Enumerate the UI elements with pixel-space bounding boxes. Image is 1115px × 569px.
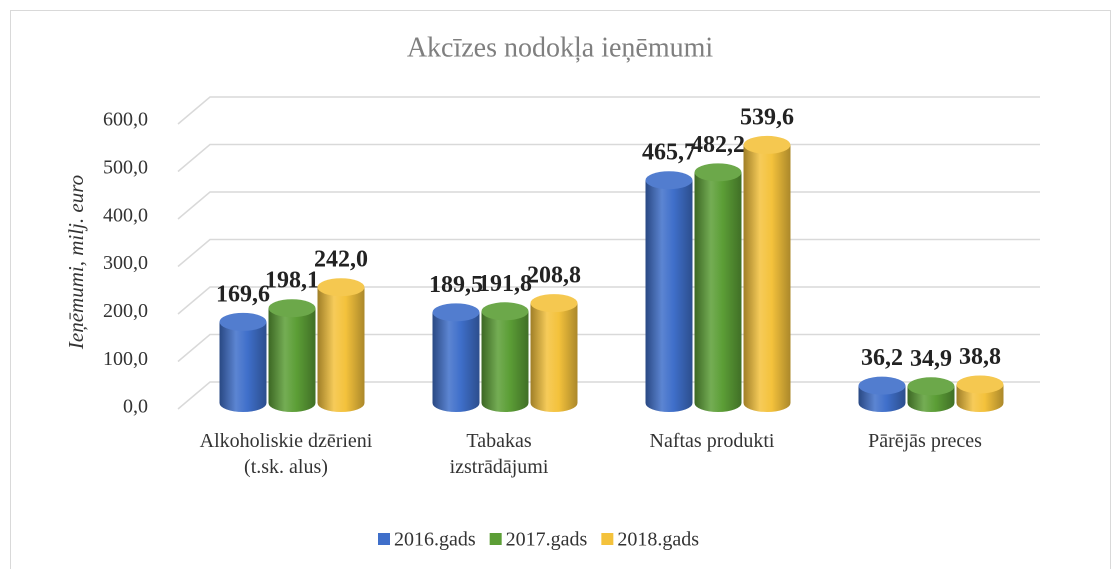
bar-top — [858, 376, 906, 395]
value-label: 38,8 — [959, 344, 1001, 370]
value-label: 539,6 — [740, 104, 794, 130]
value-label: 34,9 — [910, 346, 952, 372]
bar-top — [956, 375, 1004, 394]
chart-title: Akcīzes nodokļa ieņēmumi — [407, 32, 714, 63]
bar — [317, 287, 365, 412]
grid-line — [177, 191, 1040, 220]
bar-top — [645, 171, 693, 190]
legend-label: 2017.gads — [506, 529, 588, 551]
bar — [268, 308, 316, 412]
y-tick-label: 500,0 — [103, 156, 148, 178]
legend-label: 2016.gads — [394, 529, 476, 551]
value-label: 465,7 — [642, 140, 696, 166]
y-tick-label: 100,0 — [103, 348, 148, 370]
y-axis-label: Ieņēmumi, milj. euro — [64, 175, 88, 350]
x-tick-label: Alkoholiskie dzērieni (t.sk. alus) — [199, 430, 373, 478]
bar — [530, 303, 578, 412]
legend-swatch — [601, 533, 614, 545]
value-label: 198,1 — [265, 268, 319, 294]
x-tick-label: Naftas produkti — [649, 430, 775, 452]
chart-border — [10, 10, 1111, 569]
y-tick-label: 200,0 — [103, 300, 148, 322]
value-label: 482,2 — [691, 132, 745, 158]
bar-top — [530, 294, 578, 313]
value-label: 189,5 — [429, 272, 483, 298]
bar — [432, 312, 480, 412]
y-tick-label: 0,0 — [123, 396, 148, 418]
value-label: 169,6 — [216, 281, 270, 307]
grid-line — [177, 96, 1040, 125]
legend-swatch — [378, 533, 390, 545]
x-tick-label: Pārējās preces — [868, 430, 982, 452]
grid-line — [177, 238, 1040, 268]
bar-top — [694, 163, 742, 182]
bar-top — [317, 278, 365, 297]
y-tick-label: 400,0 — [103, 204, 148, 226]
x-tick-label: Tabakas izstrādājumi — [449, 430, 549, 478]
bar-top — [432, 303, 480, 322]
grid-line — [177, 143, 1040, 173]
bar-top — [481, 302, 529, 321]
bar-top — [907, 377, 955, 396]
legend-label: 2018.gads — [617, 529, 699, 551]
value-label: 191,8 — [478, 271, 532, 297]
bar — [219, 321, 267, 412]
bar — [645, 180, 693, 412]
y-tick-label: 600,0 — [103, 109, 148, 131]
bar-top — [268, 299, 316, 318]
legend-swatch — [489, 533, 502, 545]
y-tick-label: 300,0 — [103, 252, 148, 274]
bar-top — [743, 135, 791, 154]
bar — [694, 172, 742, 412]
value-label: 242,0 — [314, 247, 368, 273]
bar-top — [219, 312, 267, 331]
bar — [743, 144, 791, 412]
value-label: 208,8 — [527, 263, 581, 289]
bar — [481, 311, 529, 412]
value-label: 36,2 — [861, 345, 903, 371]
